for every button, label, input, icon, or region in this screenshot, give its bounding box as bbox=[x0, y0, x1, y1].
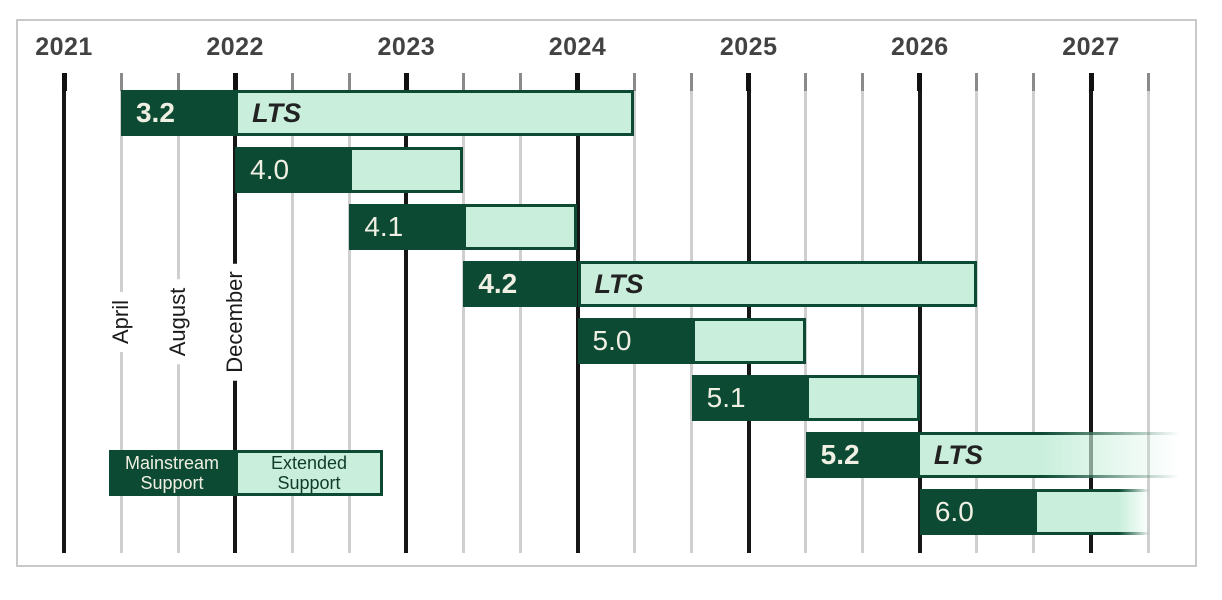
extended-segment-5.0 bbox=[691, 318, 806, 364]
legend-extended-support: Extended Support bbox=[235, 450, 383, 496]
axis-tick-minor bbox=[347, 73, 351, 91]
legend-extended-line2: Support bbox=[277, 473, 341, 493]
version-label-5.2: 5.2 bbox=[820, 439, 860, 470]
extended-top-border-5.2 bbox=[919, 432, 1191, 435]
mainstream-segment-5.1: 5.1 bbox=[691, 375, 806, 421]
extended-bottom-border-6.0 bbox=[1034, 532, 1151, 535]
gridline-minor bbox=[975, 73, 979, 553]
extended-segment-4.2: LTS bbox=[577, 261, 977, 307]
year-label-2023: 2023 bbox=[377, 33, 436, 61]
axis-tick-minor bbox=[176, 73, 180, 91]
legend-mainstream-line1: Mainstream bbox=[124, 453, 220, 473]
support-legend: Mainstream Support Extended Support bbox=[109, 450, 383, 496]
axis-tick-minor bbox=[804, 73, 808, 91]
gridline-year-2026 bbox=[917, 73, 922, 553]
year-label-2021: 2021 bbox=[35, 33, 93, 61]
gridline-minor bbox=[633, 73, 637, 553]
version-label-5.1: 5.1 bbox=[706, 382, 746, 413]
mainstream-segment-6.0: 6.0 bbox=[919, 489, 1034, 535]
version-label-4.0: 4.0 bbox=[250, 154, 290, 185]
gridline-minor bbox=[347, 73, 351, 553]
gridline-year-2027 bbox=[1089, 73, 1094, 553]
version-label-4.1: 4.1 bbox=[364, 211, 404, 242]
gridline-minor bbox=[1146, 73, 1150, 553]
month-label-december: December bbox=[222, 263, 249, 381]
axis-tick-minor bbox=[518, 73, 522, 91]
month-label-august: August bbox=[165, 279, 192, 365]
axis-tick-minor bbox=[119, 73, 123, 91]
extended-segment-4.0 bbox=[349, 147, 464, 193]
axis-tick-year bbox=[917, 73, 923, 91]
lts-label-4.2: LTS bbox=[594, 268, 644, 299]
mainstream-segment-3.2: 3.2 bbox=[120, 90, 236, 136]
roadmap-chart: 2021 2022 2023 2024 2025 2026 2027 April August D… bbox=[16, 19, 1197, 567]
lts-label-3.2: LTS bbox=[252, 97, 302, 128]
version-label-5.0: 5.0 bbox=[592, 325, 632, 356]
axis-tick-year bbox=[575, 73, 580, 91]
gridline-minor bbox=[461, 73, 465, 553]
gridline-minor bbox=[804, 73, 808, 553]
axis-tick-minor bbox=[461, 73, 465, 91]
month-label-april: April bbox=[107, 291, 134, 353]
gridline-year-2025 bbox=[746, 73, 751, 553]
extended-bottom-border-5.2 bbox=[919, 475, 1191, 478]
axis-tick-year bbox=[403, 73, 409, 91]
axis-tick-minor bbox=[633, 73, 637, 91]
legend-extended-line1: Extended bbox=[270, 453, 348, 473]
extended-top-border-6.0 bbox=[1034, 489, 1151, 492]
gridline-minor bbox=[690, 73, 694, 553]
gridline-year-2021 bbox=[62, 73, 66, 553]
extended-segment-5.1 bbox=[805, 375, 920, 421]
axis-tick-minor bbox=[1032, 73, 1036, 91]
legend-mainstream-line2: Support bbox=[140, 473, 204, 493]
mainstream-segment-5.0: 5.0 bbox=[577, 318, 692, 364]
extended-segment-4.1 bbox=[463, 204, 578, 250]
lts-label-5.2: LTS bbox=[933, 439, 983, 470]
mainstream-segment-4.1: 4.1 bbox=[349, 204, 464, 250]
axis-tick-minor bbox=[1146, 73, 1150, 91]
version-label-4.2: 4.2 bbox=[478, 268, 518, 299]
gridline-minor bbox=[290, 73, 294, 553]
gridline-year-2023 bbox=[404, 73, 409, 553]
year-label-2022: 2022 bbox=[206, 33, 264, 61]
extended-segment-5.2: LTS bbox=[919, 432, 1191, 478]
year-label-2025: 2025 bbox=[719, 33, 778, 61]
version-label-6.0: 6.0 bbox=[934, 496, 974, 527]
mainstream-segment-5.2: 5.2 bbox=[805, 432, 920, 478]
gridline-year-2024 bbox=[575, 73, 580, 553]
axis-tick-year bbox=[232, 73, 238, 91]
gridline-minor bbox=[1032, 73, 1036, 553]
axis-tick-minor bbox=[290, 73, 294, 91]
year-label-2024: 2024 bbox=[548, 33, 607, 61]
gridline-minor bbox=[861, 73, 865, 553]
version-label-3.2: 3.2 bbox=[135, 97, 175, 128]
mainstream-segment-4.0: 4.0 bbox=[235, 147, 350, 193]
year-label-2026: 2026 bbox=[891, 33, 949, 61]
extended-segment-6.0 bbox=[1034, 489, 1151, 535]
mainstream-segment-4.2: 4.2 bbox=[463, 261, 578, 307]
extended-segment-3.2: LTS bbox=[235, 90, 635, 136]
year-label-2027: 2027 bbox=[1062, 33, 1120, 61]
axis-tick-year bbox=[61, 73, 67, 91]
axis-tick-year bbox=[746, 73, 752, 91]
legend-mainstream-support: Mainstream Support bbox=[109, 450, 235, 496]
gridline-minor bbox=[518, 73, 522, 553]
axis-tick-minor bbox=[690, 73, 694, 91]
axis-tick-minor bbox=[861, 73, 865, 91]
axis-tick-year bbox=[1088, 73, 1094, 91]
axis-tick-minor bbox=[975, 73, 979, 91]
